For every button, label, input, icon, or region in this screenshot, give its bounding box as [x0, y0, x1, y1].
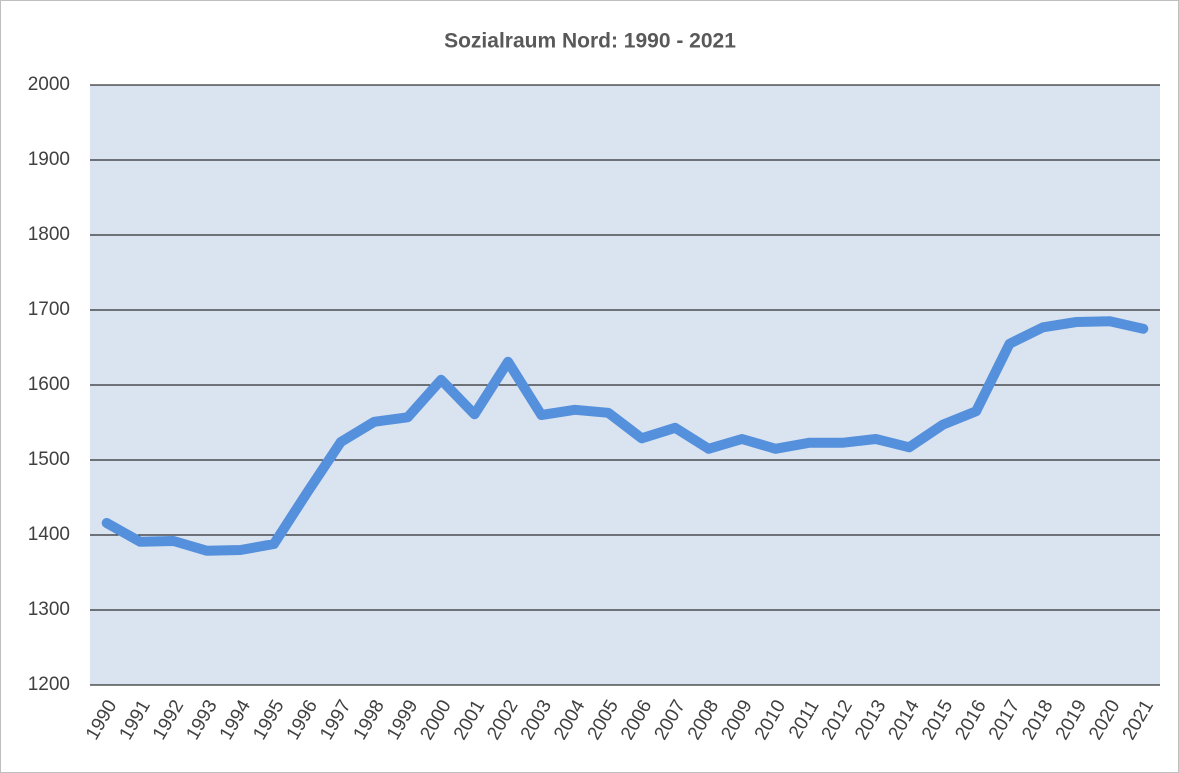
y-tick-label: 1300	[28, 599, 70, 620]
y-tick-label: 1500	[28, 449, 70, 470]
y-tick-label: 1700	[28, 299, 70, 320]
data-line	[101, 316, 1149, 556]
y-tick-label: 1600	[28, 374, 70, 395]
y-tick-label: 1400	[28, 524, 70, 545]
chart-title: Sozialraum Nord: 1990 - 2021	[444, 30, 736, 53]
y-tick-label: 1800	[28, 224, 70, 245]
y-tick-label: 1200	[28, 674, 70, 695]
y-tick-label: 1900	[28, 149, 70, 170]
y-tick-label: 2000	[28, 74, 70, 95]
